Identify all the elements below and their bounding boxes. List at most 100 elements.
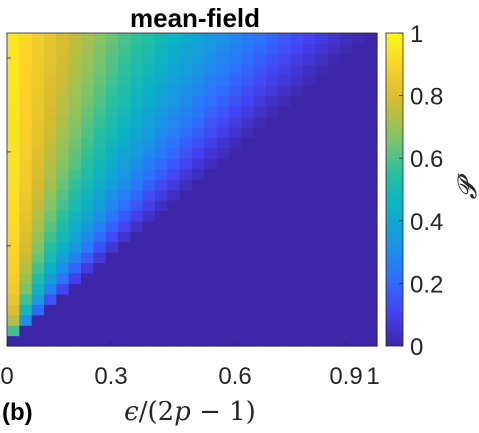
heatmap-cell: [278, 179, 292, 191]
heatmap-cell: [229, 199, 242, 211]
heatmap-cell: [93, 137, 107, 149]
heatmap-cell: [352, 189, 366, 201]
heatmap-cell: [315, 95, 329, 107]
heatmap-cell: [216, 74, 230, 86]
heatmap-cell: [266, 64, 279, 76]
heatmap-cell: [192, 325, 205, 337]
heatmap-cell: [290, 293, 304, 305]
heatmap-cell: [352, 106, 366, 118]
heatmap-cell: [68, 158, 82, 170]
heatmap-cell: [352, 64, 366, 76]
heatmap-cell: [364, 116, 378, 128]
heatmap-cell: [44, 126, 57, 138]
heatmap-cell: [56, 335, 70, 347]
heatmap-cell: [290, 210, 304, 222]
heatmap-cell: [167, 283, 181, 295]
heatmap-cell: [68, 220, 82, 232]
heatmap-cell: [179, 43, 193, 55]
heatmap-cell: [364, 314, 378, 326]
heatmap-cell: [192, 304, 205, 316]
heatmap-cell: [142, 95, 156, 107]
heatmap-cell: [118, 283, 131, 295]
heatmap-cell: [179, 33, 193, 45]
heatmap-cell: [278, 304, 292, 316]
heatmap-cell: [192, 252, 205, 264]
heatmap-cell: [303, 74, 316, 86]
heatmap-cell: [241, 116, 255, 128]
heatmap-cell: [31, 43, 45, 55]
heatmap-cell: [290, 95, 304, 107]
colorbar-tick-label: 0.6: [410, 146, 443, 173]
heatmap-cell: [327, 220, 341, 232]
heatmap-cell: [241, 241, 255, 253]
heatmap-cell: [327, 33, 341, 45]
heatmap-cell: [364, 106, 378, 118]
heatmap-cell: [81, 168, 94, 180]
heatmap-cell: [7, 95, 20, 107]
heatmap-cell: [155, 53, 168, 65]
heatmap-cell: [179, 283, 193, 295]
heatmap-cell: [167, 179, 181, 191]
heatmap-cell: [229, 137, 242, 149]
heatmap-cell: [204, 43, 218, 55]
heatmap-cell: [364, 74, 378, 86]
heatmap-cell: [303, 116, 316, 128]
heatmap-cell: [290, 126, 304, 138]
heatmap-cell: [340, 95, 353, 107]
heatmap-cell: [216, 179, 230, 191]
x-tick-label: 0.9: [329, 363, 362, 390]
heatmap-cell: [266, 314, 279, 326]
heatmap-cell: [68, 210, 82, 222]
heatmap-cell: [241, 137, 255, 149]
heatmap-cell: [303, 231, 316, 243]
heatmap-cell: [229, 33, 242, 45]
heatmap-cell: [19, 168, 33, 180]
heatmap-cell: [7, 304, 20, 316]
heatmap-cell: [93, 335, 107, 347]
heatmap-cell: [229, 158, 242, 170]
heatmap-cell: [327, 126, 341, 138]
heatmap-cell: [167, 168, 181, 180]
heatmap-cell: [105, 106, 119, 118]
heatmap-cell: [31, 272, 45, 284]
heatmap-cell: [352, 168, 366, 180]
heatmap-cell: [229, 293, 242, 305]
heatmap-cell: [118, 147, 131, 159]
heatmap-cell: [278, 335, 292, 347]
heatmap-cell: [204, 106, 218, 118]
heatmap-cell: [266, 85, 279, 97]
heatmap-cell: [216, 126, 230, 138]
heatmap-cell: [266, 293, 279, 305]
heatmap-cell: [179, 116, 193, 128]
heatmap-cell: [44, 325, 57, 337]
heatmap-cell: [7, 262, 20, 274]
heatmap-cell: [364, 283, 378, 295]
heatmap-cell: [340, 231, 353, 243]
heatmap-cell: [68, 33, 82, 45]
heatmap-cell: [204, 220, 218, 232]
heatmap-cell: [315, 168, 329, 180]
heatmap-cell: [118, 106, 131, 118]
heatmap-cell: [216, 262, 230, 274]
heatmap-cell: [364, 147, 378, 159]
heatmap-cell: [278, 325, 292, 337]
heatmap-cell: [142, 85, 156, 97]
heatmap-cell: [81, 220, 94, 232]
heatmap-cell: [7, 74, 20, 86]
heatmap-cell: [81, 252, 94, 264]
heatmap-cell: [216, 33, 230, 45]
heatmap-cell: [364, 95, 378, 107]
heatmap-cell: [229, 74, 242, 86]
heatmap-cell: [229, 231, 242, 243]
heatmap-cell: [364, 53, 378, 65]
heatmap-cell: [290, 147, 304, 159]
heatmap-cell: [118, 116, 131, 128]
heatmap-cell: [315, 304, 329, 316]
heatmap-cell: [44, 147, 57, 159]
heatmap-cell: [81, 74, 94, 86]
heatmap-cell: [118, 262, 131, 274]
heatmap-cell: [167, 304, 181, 316]
heatmap-cell: [352, 137, 366, 149]
heatmap-cell: [93, 74, 107, 86]
heatmap-cell: [303, 43, 316, 55]
